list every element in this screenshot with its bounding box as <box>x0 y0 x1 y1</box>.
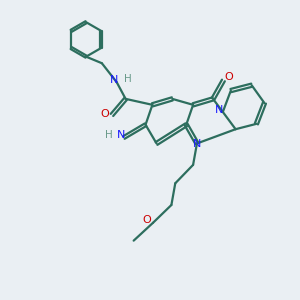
Text: N: N <box>215 105 224 115</box>
Text: O: O <box>142 215 151 225</box>
Text: N: N <box>110 75 118 85</box>
Text: H: H <box>104 130 112 140</box>
Text: N: N <box>117 130 125 140</box>
Text: H: H <box>124 74 132 84</box>
Text: O: O <box>224 72 233 82</box>
Text: N: N <box>194 139 202 149</box>
Text: O: O <box>100 109 109 119</box>
